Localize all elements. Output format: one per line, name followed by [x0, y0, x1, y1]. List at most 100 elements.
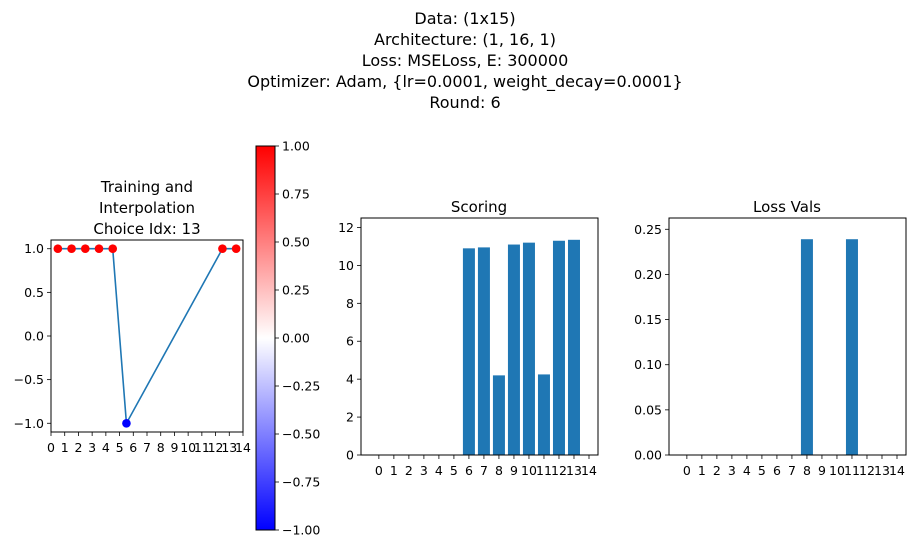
scoring-bar — [492, 375, 505, 455]
ax3-frame — [668, 217, 907, 456]
scoring-xtick-label: 11 — [536, 463, 552, 478]
scoring-ytick-label: 0 — [346, 448, 354, 463]
ax1-title-line-3: Choice Idx: 13 — [93, 220, 200, 238]
ax1-xtick-label: 9 — [170, 440, 178, 455]
scoring-xtick-label: 10 — [521, 463, 537, 478]
scoring-bar — [537, 374, 550, 455]
scoring-xtick-label: 8 — [495, 463, 503, 478]
scoring-xtick-label: 6 — [465, 463, 473, 478]
colorbar-tick-label: 0.75 — [282, 187, 310, 202]
loss-vals-plot: Loss Vals 0 1 2 3 4 5 6 7 8 9 10 11 12 13 140.000.050.… — [634, 198, 907, 478]
loss-xtick-label: 6 — [773, 463, 781, 478]
colorbar-tick-label: 0.00 — [282, 331, 310, 346]
scoring-xtick-label: 2 — [405, 463, 413, 478]
loss-xtick-label: 5 — [758, 463, 766, 478]
loss-ytick-label: 0.05 — [634, 402, 662, 417]
scoring-xtick-label: 13 — [566, 463, 582, 478]
ax1-xtick-label: 6 — [129, 440, 137, 455]
ax1-title-line-2: Interpolation — [99, 199, 195, 217]
scoring-ytick-label: 10 — [338, 258, 354, 273]
ax1-xtick-label: 12 — [208, 440, 224, 455]
ax1-training-point — [108, 244, 118, 254]
ax1-training-point — [67, 244, 76, 254]
suptitle-line-round: Round: 6 — [429, 93, 500, 112]
scoring-xtick-label: 4 — [435, 463, 443, 478]
scoring-bar — [507, 244, 520, 455]
ax3-marks — [800, 239, 858, 455]
ax1-xtick-label: 13 — [221, 440, 237, 455]
loss-ytick-label: 0.10 — [634, 357, 662, 372]
ax3-ticks: 0 1 2 3 4 5 6 7 8 9 10 11 12 13 140.000.050.100.150.20… — [634, 222, 905, 478]
ax1-xtick-label: 2 — [74, 440, 82, 455]
ax1-ytick-label: 0.5 — [24, 285, 44, 300]
colorbar-tick-label: 0.50 — [282, 235, 310, 250]
colorbar-tick-label: −0.25 — [282, 379, 320, 394]
colorbar-ticks: 1.00 0.75 0.50 0.25 0.00 −0.25 −0.50 −0.75 −1.00 — [275, 139, 320, 538]
ax1-training-point — [94, 244, 104, 254]
scoring-ytick-label: 2 — [346, 410, 354, 425]
ax1-ytick-label: 0.0 — [24, 329, 44, 344]
figure-suptitle: Data: (1x15) Architecture: (1, 16, 1) Lo… — [247, 9, 682, 112]
training-interpolation-plot: Training and Interpolation Choice Idx: 1… — [14, 178, 251, 455]
ax1-training-point — [80, 244, 90, 254]
ax2-marks — [462, 239, 580, 455]
loss-bar — [800, 239, 813, 455]
scoring-xtick-label: 7 — [480, 463, 488, 478]
suptitle-line-loss: Loss: MSELoss, E: 300000 — [362, 51, 569, 70]
ax1-marks — [53, 244, 241, 428]
loss-xtick-label: 4 — [743, 463, 751, 478]
ax2-frame — [360, 217, 599, 456]
colorbar-tick-label: −1.00 — [282, 523, 320, 538]
colorbar-tick-label: 0.25 — [282, 283, 310, 298]
loss-xtick-label: 3 — [728, 463, 736, 478]
colorbar-tick-label: −0.50 — [282, 427, 320, 442]
ax1-xtick-label: 14 — [235, 440, 251, 455]
ax1-xtick-label: 8 — [157, 440, 165, 455]
scoring-xtick-label: 3 — [420, 463, 428, 478]
ax1-frame — [50, 239, 244, 433]
loss-xtick-label: 9 — [818, 463, 826, 478]
ax1-ytick-label: 1.0 — [24, 241, 44, 256]
ax1-training-point — [53, 244, 63, 254]
ax1-xtick-label: 7 — [143, 440, 151, 455]
scoring-bar — [567, 239, 580, 455]
scoring-ytick-label: 4 — [346, 372, 354, 387]
ax1-xtick-label: 10 — [180, 440, 196, 455]
ax1-xtick-label: 1 — [61, 440, 69, 455]
scoring-xtick-label: 9 — [510, 463, 518, 478]
loss-xtick-label: 13 — [874, 463, 890, 478]
loss-xtick-label: 7 — [788, 463, 796, 478]
ax1-ytick-label: −1.0 — [14, 416, 44, 431]
scoring-bar — [552, 240, 565, 455]
loss-xtick-label: 10 — [829, 463, 845, 478]
loss-xtick-label: 11 — [844, 463, 860, 478]
ax1-xtick-label: 3 — [88, 440, 96, 455]
colorbar-gradient — [256, 146, 275, 530]
ax1-training-point — [122, 418, 131, 428]
scoring-xtick-label: 0 — [375, 463, 383, 478]
loss-ytick-label: 0.25 — [634, 222, 662, 237]
ax3-title: Loss Vals — [753, 198, 821, 216]
ax1-xtick-label: 11 — [194, 440, 210, 455]
scoring-ytick-label: 8 — [346, 296, 354, 311]
loss-xtick-label: 0 — [683, 463, 691, 478]
ax1-training-point — [218, 244, 227, 254]
ax1-ytick-label: −0.5 — [14, 372, 44, 387]
loss-xtick-label: 14 — [889, 463, 905, 478]
ax1-xtick-label: 0 — [47, 440, 55, 455]
loss-xtick-label: 8 — [803, 463, 811, 478]
loss-bar — [845, 239, 858, 455]
loss-xtick-label: 1 — [698, 463, 706, 478]
scoring-xtick-label: 5 — [450, 463, 458, 478]
scoring-bar — [477, 247, 490, 455]
ax2-title: Scoring — [451, 198, 507, 216]
colorbar-tick-label: −0.75 — [282, 475, 320, 490]
scoring-ytick-label: 12 — [338, 220, 354, 235]
colorbar: 1.00 0.75 0.50 0.25 0.00 −0.25 −0.50 −0.75 −1.00 — [255, 139, 320, 538]
scoring-ytick-label: 6 — [346, 334, 354, 349]
scoring-bar — [462, 248, 475, 455]
